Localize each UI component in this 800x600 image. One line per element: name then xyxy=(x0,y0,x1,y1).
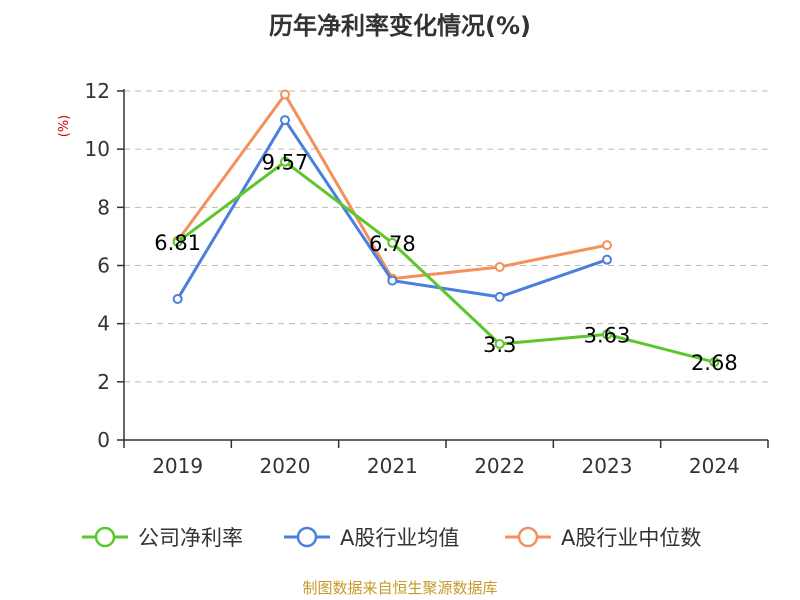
series-1-point-2023 xyxy=(602,254,612,265)
data-label-layer: 6.81 9.57 6.78 3.3 3.63 2.68 xyxy=(154,151,737,375)
y-tick-label-0: 0 xyxy=(97,428,110,452)
x-tick-label-2021: 2021 xyxy=(367,454,418,478)
series-2-point-2022 xyxy=(494,261,505,272)
series-2-point-2020 xyxy=(280,89,290,100)
series-layer xyxy=(172,89,720,368)
legend-swatch-marker-2 xyxy=(517,526,539,548)
series-0-point-2024 xyxy=(709,357,720,368)
data-label-2024: 2.68 xyxy=(691,351,738,375)
x-tick-label-2022: 2022 xyxy=(474,454,525,478)
data-label-2022: 3.3 xyxy=(483,333,516,357)
series-0-point-2022 xyxy=(494,339,505,350)
x-tick-label-2019: 2019 xyxy=(152,454,203,478)
y-axis-label: (%) xyxy=(57,115,72,138)
legend: 公司净利率 A股行业均值 A股行业中位数 xyxy=(82,526,701,550)
y-tick-label-8: 8 xyxy=(97,195,110,219)
series-1-point-2022 xyxy=(494,291,505,302)
legend-label-1: A股行业均值 xyxy=(340,526,459,550)
source-note: 制图数据来自恒生聚源数据库 xyxy=(302,579,497,597)
legend-swatch-marker-0 xyxy=(94,526,116,548)
legend-item-2[interactable]: A股行业中位数 xyxy=(505,526,701,550)
y-tick-label-10: 10 xyxy=(85,137,110,161)
y-tick-label-12: 12 xyxy=(85,79,110,103)
y-tick-label-2: 2 xyxy=(97,370,110,394)
x-tick-label-2020: 2020 xyxy=(260,454,311,478)
series-0-point-2023 xyxy=(602,329,612,340)
y-tick-label-4: 4 xyxy=(97,312,110,336)
data-label-2020: 9.57 xyxy=(262,151,309,175)
data-label-2019: 6.81 xyxy=(154,231,201,255)
grid-layer xyxy=(124,90,768,383)
series-1-point-2021 xyxy=(387,275,398,286)
series-1-point-2020 xyxy=(280,115,290,126)
legend-item-1[interactable]: A股行业均值 xyxy=(284,526,459,550)
series-0-point-2020 xyxy=(280,156,290,167)
data-label-2021: 6.78 xyxy=(369,232,416,256)
x-tick-label-2024: 2024 xyxy=(689,454,740,478)
series-0-point-2019 xyxy=(172,236,183,247)
data-label-2023: 3.63 xyxy=(584,323,631,347)
x-tick-label-2023: 2023 xyxy=(582,454,633,478)
y-tick-label-6: 6 xyxy=(97,254,110,278)
series-line-1 xyxy=(176,118,608,300)
series-2-point-2023 xyxy=(602,240,612,251)
legend-item-0[interactable]: 公司净利率 xyxy=(82,526,243,550)
legend-label-2: A股行业中位数 xyxy=(561,526,701,550)
series-1-point-2019 xyxy=(172,293,183,304)
legend-swatch-marker-1 xyxy=(296,526,318,548)
series-0-point-2021 xyxy=(387,237,398,248)
legend-label-0: 公司净利率 xyxy=(138,526,243,550)
axis-layer: 0 2 4 6 8 10 12 2019 2020 2021 2022 2023 2024 xyxy=(85,79,769,478)
series-line-0 xyxy=(176,160,715,364)
chart-title: 历年净利率变化情况(%) xyxy=(269,12,531,40)
